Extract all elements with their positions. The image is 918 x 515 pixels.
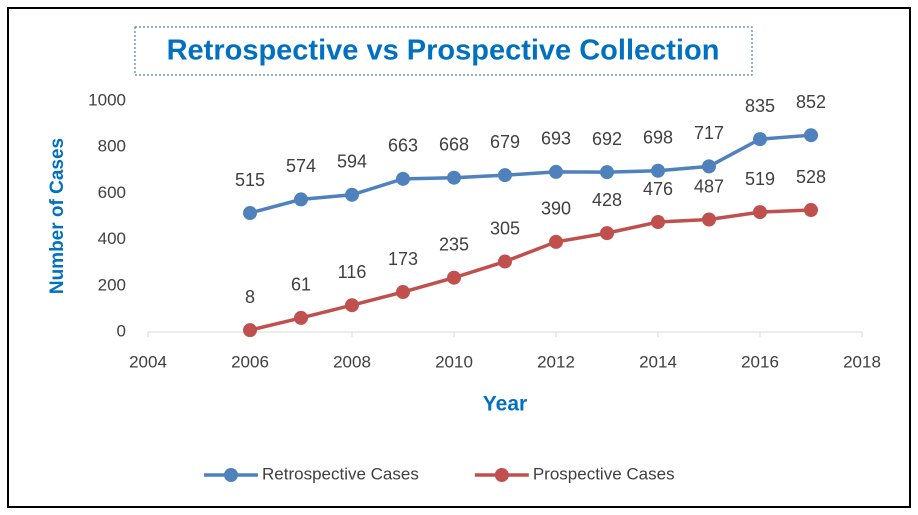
data-label: 698 bbox=[643, 128, 673, 148]
data-point bbox=[396, 171, 410, 186]
data-label: 692 bbox=[592, 129, 622, 149]
y-tick-label: 0 bbox=[117, 321, 126, 340]
data-point bbox=[549, 164, 563, 179]
x-tick-label: 2008 bbox=[333, 352, 371, 371]
data-label: 717 bbox=[694, 123, 724, 143]
x-tick-label: 2006 bbox=[231, 352, 269, 371]
data-point bbox=[753, 205, 767, 220]
data-label: 116 bbox=[338, 262, 367, 282]
data-point bbox=[702, 212, 716, 227]
data-label: 668 bbox=[439, 134, 469, 154]
data-point bbox=[294, 310, 308, 325]
y-tick-label: 800 bbox=[98, 137, 126, 156]
data-point bbox=[600, 226, 614, 241]
legend-label: Prospective Cases bbox=[533, 464, 675, 483]
data-label: 835 bbox=[745, 96, 775, 116]
legend-marker bbox=[224, 468, 238, 482]
data-label: 235 bbox=[439, 234, 469, 254]
data-label: 852 bbox=[796, 92, 826, 112]
y-tick-label: 1000 bbox=[88, 90, 126, 109]
data-label: 476 bbox=[643, 179, 673, 199]
x-tick-label: 2004 bbox=[129, 352, 167, 371]
x-tick-label: 2010 bbox=[435, 352, 473, 371]
data-point bbox=[345, 187, 359, 202]
legend-label: Retrospective Cases bbox=[262, 464, 419, 483]
data-label: 528 bbox=[796, 167, 826, 187]
data-point bbox=[447, 170, 461, 185]
data-point bbox=[702, 159, 716, 174]
data-label: 61 bbox=[291, 275, 311, 295]
data-point bbox=[447, 270, 461, 285]
data-point bbox=[651, 163, 665, 178]
data-point bbox=[498, 168, 512, 183]
data-label: 574 bbox=[286, 156, 316, 176]
data-point bbox=[600, 165, 614, 180]
data-label: 428 bbox=[592, 190, 622, 210]
data-point bbox=[243, 206, 257, 221]
chart-border bbox=[7, 7, 911, 508]
data-label: 594 bbox=[337, 152, 367, 172]
x-tick-label: 2012 bbox=[537, 352, 575, 371]
data-label: 693 bbox=[541, 129, 571, 149]
x-tick-label: 2016 bbox=[741, 352, 779, 371]
data-label: 305 bbox=[490, 218, 520, 238]
series-line bbox=[249, 133, 812, 215]
legend-marker bbox=[494, 468, 509, 482]
chart-title: Retrospective vs Prospective Collection bbox=[167, 35, 720, 67]
y-tick-label: 200 bbox=[98, 275, 126, 294]
data-point bbox=[651, 215, 665, 230]
data-point bbox=[804, 203, 818, 218]
data-point bbox=[243, 323, 257, 338]
title-box bbox=[134, 26, 753, 76]
data-label: 663 bbox=[388, 136, 418, 156]
y-tick-label: 400 bbox=[98, 229, 126, 248]
data-label: 173 bbox=[388, 249, 418, 269]
series-line bbox=[249, 208, 812, 332]
data-point bbox=[804, 128, 818, 143]
data-point bbox=[549, 234, 563, 249]
x-axis-label: Year bbox=[483, 393, 527, 416]
data-point bbox=[345, 298, 359, 313]
x-tick-label: 2018 bbox=[843, 352, 881, 371]
data-point bbox=[396, 285, 410, 300]
data-label: 8 bbox=[245, 287, 255, 307]
data-point bbox=[498, 254, 512, 269]
data-label: 487 bbox=[694, 176, 724, 196]
y-axis-label: Number of Cases bbox=[47, 138, 68, 294]
x-tick-label: 2014 bbox=[639, 352, 677, 371]
data-label: 515 bbox=[235, 170, 265, 190]
data-point bbox=[753, 132, 767, 147]
data-label: 519 bbox=[745, 169, 775, 189]
data-point bbox=[294, 192, 308, 207]
data-label: 679 bbox=[490, 132, 520, 152]
data-label: 390 bbox=[541, 199, 571, 219]
y-tick-label: 600 bbox=[98, 183, 126, 202]
